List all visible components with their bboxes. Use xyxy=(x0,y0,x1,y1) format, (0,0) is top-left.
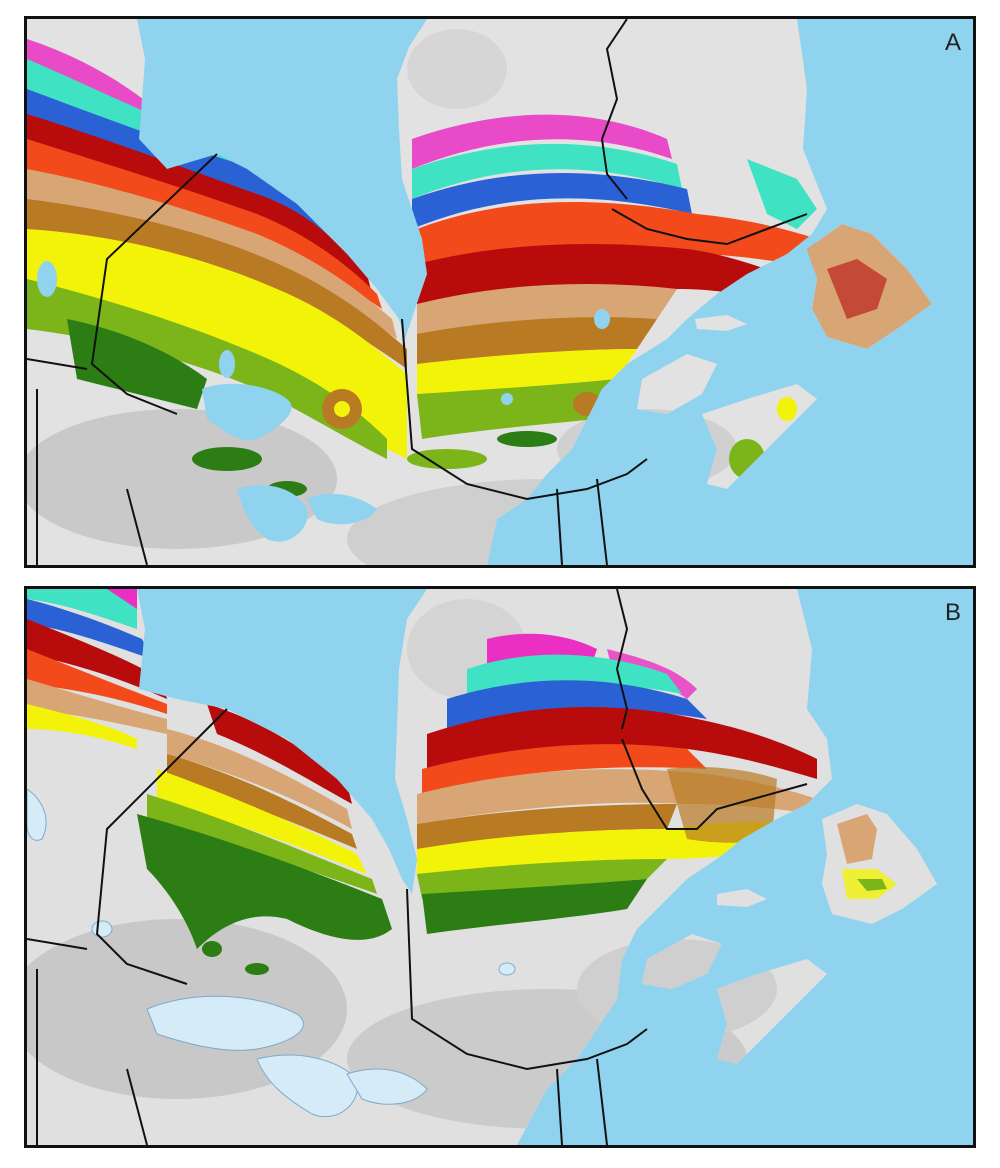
map-b xyxy=(27,589,973,1145)
forest-patches-b xyxy=(202,941,269,975)
climate-bands-west-b xyxy=(27,589,392,949)
map-panel-a: A xyxy=(24,16,976,568)
panel-label-a: A xyxy=(944,29,961,56)
climate-bands-east-a xyxy=(412,114,932,439)
map-panel-b: B xyxy=(24,586,976,1148)
panel-label-b: B xyxy=(944,599,961,626)
climate-bands-east-b xyxy=(417,633,897,934)
boundaries-b xyxy=(27,589,808,1145)
lakes-b xyxy=(27,788,516,1118)
lakes-a xyxy=(37,261,610,542)
boundaries-a xyxy=(27,19,808,565)
map-a xyxy=(27,19,973,565)
